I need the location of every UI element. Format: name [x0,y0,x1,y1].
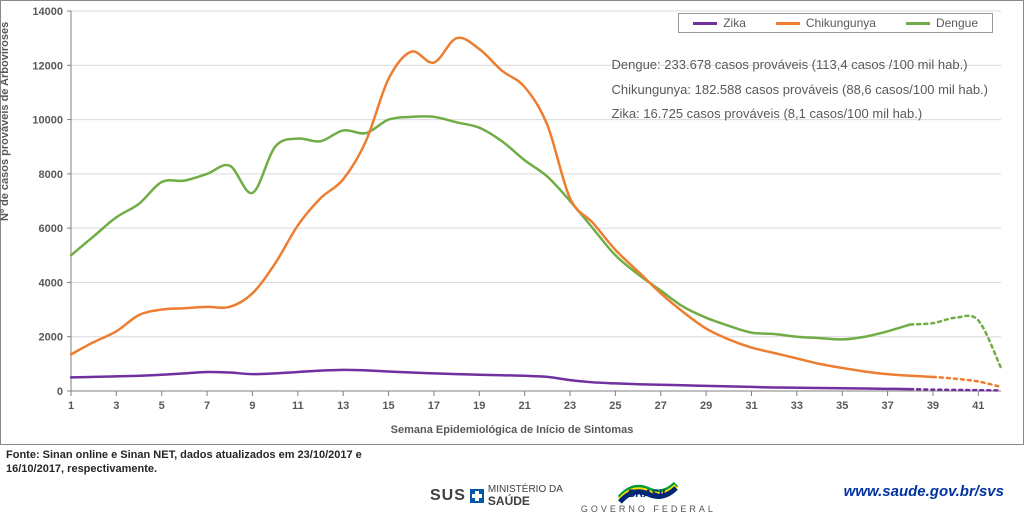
svg-text:37: 37 [881,400,893,412]
chart-container: Nº de casos prováveis de Arboviroses 0 20… [0,0,1024,445]
legend: Zika Chikungunya Dengue [678,13,993,33]
svg-text:27: 27 [655,400,667,412]
source-line2: 16/10/2017, respectivamente. [6,462,362,476]
svg-text:4000: 4000 [39,277,63,289]
svg-text:BRASIL: BRASIL [628,488,669,500]
svg-text:13: 13 [337,400,349,412]
svg-text:2000: 2000 [39,332,63,344]
svg-text:5: 5 [159,400,165,412]
svg-text:9: 9 [249,400,255,412]
svg-text:35: 35 [836,400,848,412]
ministerio-line2: SAÚDE [488,494,530,508]
svg-text:29: 29 [700,400,712,412]
annotation-box: Dengue: 233.678 casos prováveis (113,4 c… [612,53,989,127]
sus-text: SUS [430,487,466,505]
svg-text:3: 3 [113,400,119,412]
svg-text:25: 25 [609,400,621,412]
footer-url: www.saude.gov.br/svs [844,483,1004,500]
svg-text:0: 0 [57,386,63,398]
legend-item-zika: Zika [693,16,746,30]
svg-text:10000: 10000 [32,115,63,127]
legend-swatch-chikungunya [776,22,800,25]
svg-text:1: 1 [68,400,74,412]
svg-text:15: 15 [382,400,394,412]
svg-text:31: 31 [745,400,757,412]
source-line1: Fonte: Sinan online e Sinan NET, dados a… [6,448,362,462]
x-axis-label: Semana Epidemiológica de Início de Sinto… [1,424,1023,436]
svg-text:33: 33 [791,400,803,412]
annotation-dengue: Dengue: 233.678 casos prováveis (113,4 c… [612,53,989,78]
legend-item-dengue: Dengue [906,16,978,30]
svg-text:6000: 6000 [39,223,63,235]
svg-text:21: 21 [519,400,531,412]
sus-logo: SUS MINISTÉRIO DA SAÚDE [430,485,563,508]
legend-label-dengue: Dengue [936,16,978,30]
svg-text:11: 11 [292,400,304,412]
ministerio-text: MINISTÉRIO DA SAÚDE [488,485,563,508]
svg-text:7: 7 [204,400,210,412]
footer-logos: SUS MINISTÉRIO DA SAÚDE BRASIL GOVERNO F… [430,478,716,514]
legend-item-chikungunya: Chikungunya [776,16,876,30]
annotation-zika: Zika: 16.725 casos prováveis (8,1 casos/… [612,102,989,127]
plus-icon [470,489,484,503]
source-text: Fonte: Sinan online e Sinan NET, dados a… [6,448,362,477]
svg-text:41: 41 [972,400,984,412]
legend-swatch-zika [693,22,717,25]
brasil-flag-icon: BRASIL [618,478,678,504]
svg-text:8000: 8000 [39,169,63,181]
brasil-logo: BRASIL GOVERNO FEDERAL [581,478,716,514]
annotation-chikungunya: Chikungunya: 182.588 casos prováveis (88… [612,78,989,103]
svg-text:19: 19 [473,400,485,412]
y-axis-label: Nº de casos prováveis de Arboviroses [0,22,11,221]
svg-text:12000: 12000 [32,60,63,72]
svg-text:17: 17 [428,400,440,412]
svg-text:23: 23 [564,400,576,412]
legend-label-zika: Zika [723,16,746,30]
legend-swatch-dengue [906,22,930,25]
svg-text:14000: 14000 [32,6,63,18]
legend-label-chikungunya: Chikungunya [806,16,876,30]
svg-text:39: 39 [927,400,939,412]
brasil-subtitle: GOVERNO FEDERAL [581,504,716,514]
